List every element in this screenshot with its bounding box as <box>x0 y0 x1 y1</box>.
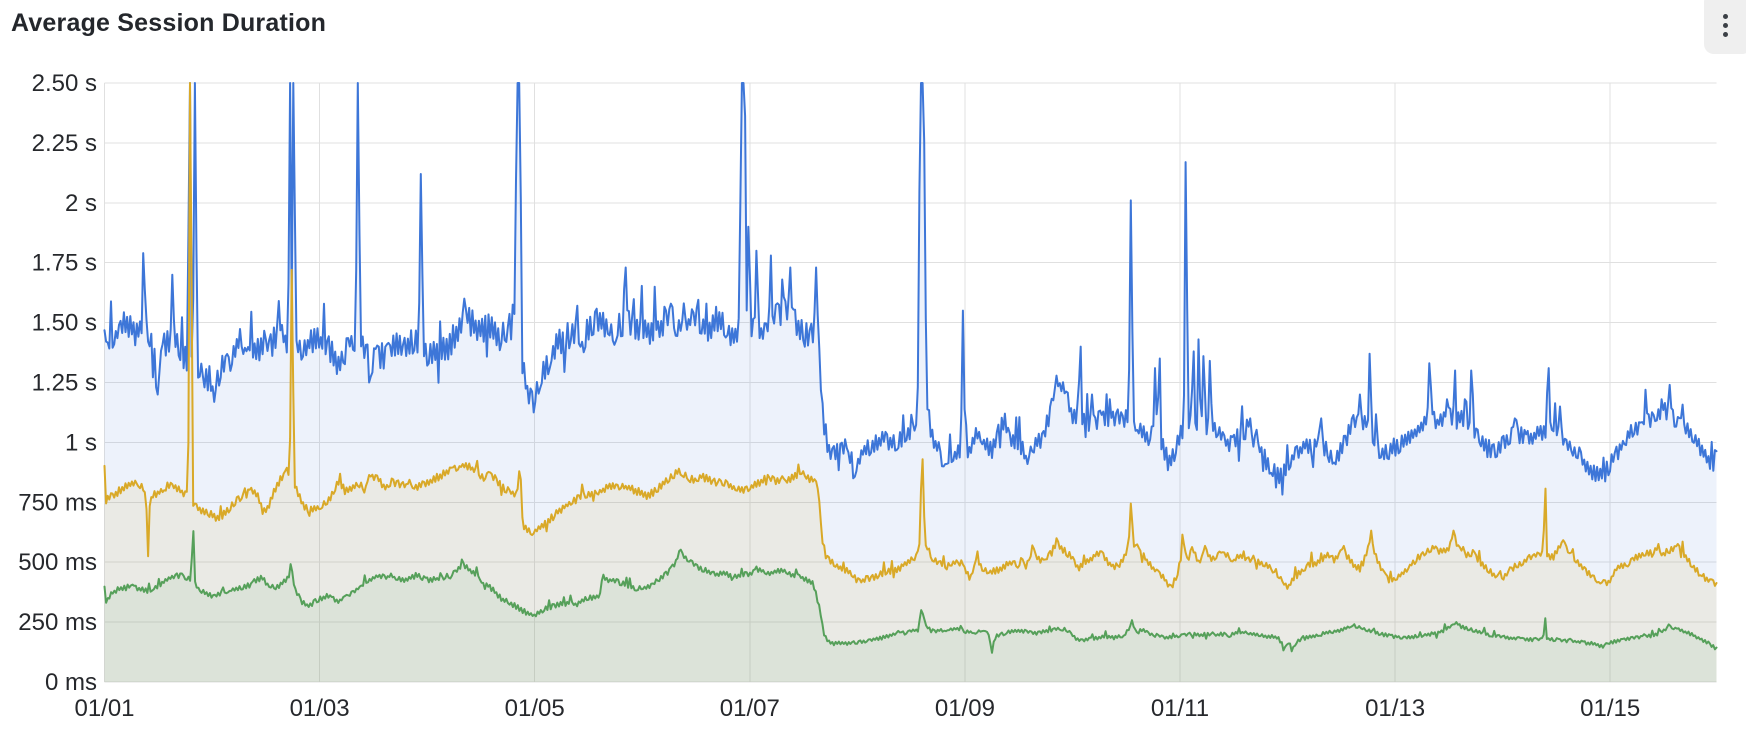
svg-text:01/15: 01/15 <box>1580 695 1640 722</box>
svg-text:2.25 s: 2.25 s <box>32 130 97 157</box>
svg-text:500 ms: 500 ms <box>18 549 97 576</box>
svg-text:01/11: 01/11 <box>1151 695 1209 722</box>
svg-text:01/07: 01/07 <box>720 695 780 722</box>
svg-text:01/05: 01/05 <box>505 695 565 722</box>
svg-text:250 ms: 250 ms <box>18 609 97 636</box>
svg-text:01/03: 01/03 <box>290 695 350 722</box>
svg-text:2.50 s: 2.50 s <box>32 70 97 97</box>
svg-text:0 ms: 0 ms <box>45 669 97 696</box>
svg-text:01/09: 01/09 <box>935 695 995 722</box>
svg-text:01/01: 01/01 <box>74 695 134 722</box>
svg-text:1 s: 1 s <box>65 429 97 456</box>
svg-text:1.50 s: 1.50 s <box>32 310 97 337</box>
svg-text:1.25 s: 1.25 s <box>32 370 97 397</box>
svg-text:1.75 s: 1.75 s <box>32 250 97 277</box>
svg-text:01/13: 01/13 <box>1365 695 1425 722</box>
svg-text:2 s: 2 s <box>65 190 97 217</box>
svg-text:750 ms: 750 ms <box>18 489 97 516</box>
